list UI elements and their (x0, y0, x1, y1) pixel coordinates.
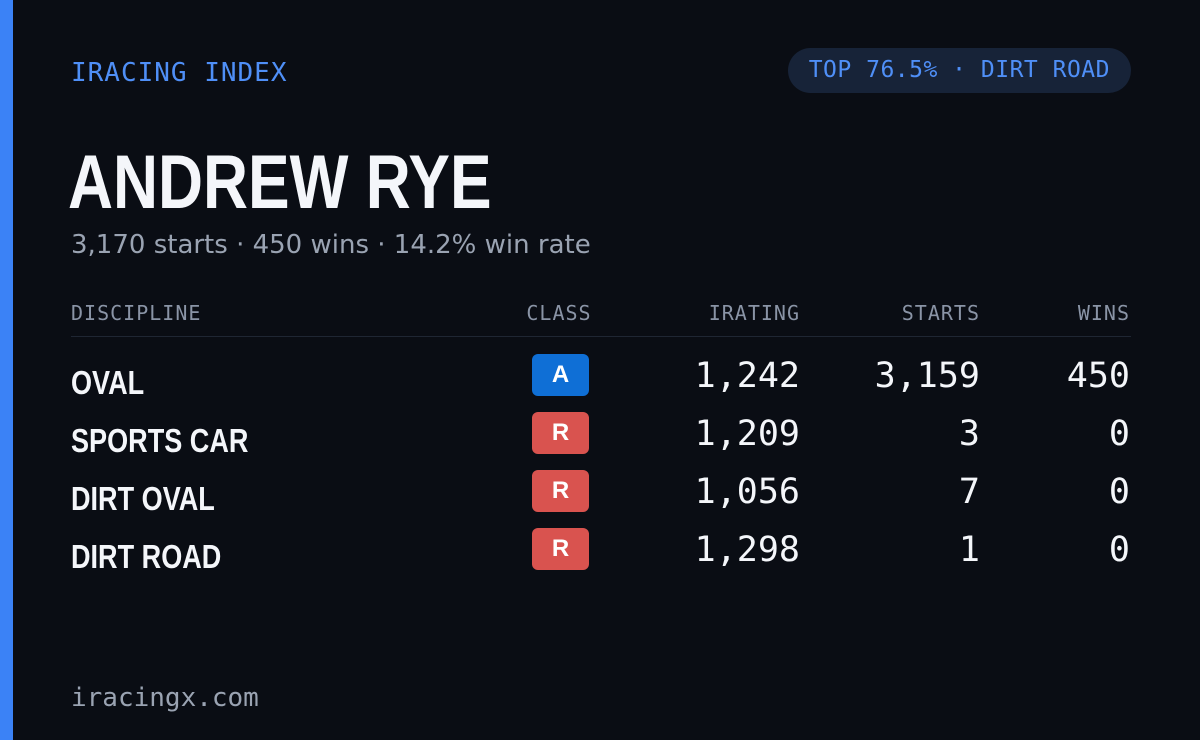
starts-value: 3 (958, 414, 980, 454)
discipline-name: DIRT OVAL (71, 480, 215, 517)
header-wins: WINS (1077, 301, 1130, 325)
starts-value: 3,159 (874, 356, 980, 396)
header-irating: IRATING (708, 301, 800, 325)
starts-value: 1 (958, 530, 980, 570)
driver-name: ANDREW RYE (68, 140, 492, 225)
table-row: SPORTS CAR R 1,209 3 0 (71, 409, 1131, 467)
starts-value: 7 (958, 472, 980, 512)
brand-label: IRACING INDEX (71, 58, 288, 88)
rank-badge: TOP 76.5% · DIRT ROAD (787, 48, 1131, 93)
accent-bar (0, 0, 13, 740)
driver-summary: 3,170 starts · 450 wins · 14.2% win rate (71, 230, 591, 260)
table-body: OVAL A 1,242 3,159 450 SPORTS CAR R 1,20… (71, 337, 1131, 583)
table-header: DISCIPLINE CLASS IRATING STARTS WINS (71, 296, 1131, 337)
discipline-name: SPORTS CAR (71, 422, 249, 459)
class-badge: R (532, 528, 589, 570)
class-badge: R (532, 412, 589, 454)
header-class: CLASS (526, 301, 592, 325)
discipline-name: OVAL (71, 364, 145, 401)
discipline-table: DISCIPLINE CLASS IRATING STARTS WINS OVA… (71, 296, 1131, 583)
irating-value: 1,298 (694, 530, 800, 570)
table-row: OVAL A 1,242 3,159 450 (71, 351, 1131, 409)
header-discipline: DISCIPLINE (71, 301, 202, 325)
wins-value: 450 (1066, 356, 1130, 396)
table-row: DIRT OVAL R 1,056 7 0 (71, 467, 1131, 525)
class-badge: R (532, 470, 589, 512)
header-starts: STARTS (901, 301, 980, 325)
irating-value: 1,056 (694, 472, 800, 512)
footer-site-link[interactable]: iracingx.com (71, 683, 259, 713)
table-row: DIRT ROAD R 1,298 1 0 (71, 525, 1131, 583)
wins-value: 0 (1108, 414, 1130, 454)
irating-value: 1,209 (694, 414, 800, 454)
wins-value: 0 (1108, 530, 1130, 570)
wins-value: 0 (1108, 472, 1130, 512)
class-badge: A (532, 354, 589, 396)
discipline-name: DIRT ROAD (71, 538, 222, 575)
irating-value: 1,242 (694, 356, 800, 396)
